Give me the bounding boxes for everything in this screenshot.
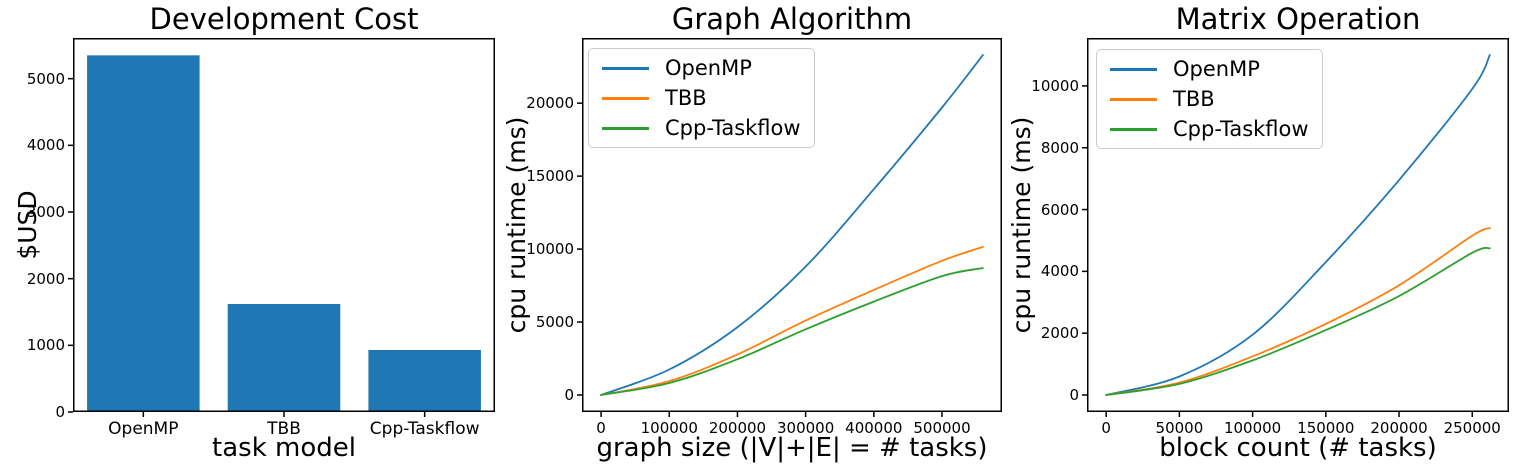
x-tick-label: 0 (1101, 419, 1111, 437)
y-tick-label: 1000 (26, 336, 65, 355)
y-tick-label: 4000 (26, 136, 65, 155)
series-line-openmp (600, 54, 984, 396)
chart-title-development-cost: Development Cost (149, 2, 419, 36)
line-plot-area-graph-algorithm (577, 38, 1002, 417)
x-tick-label: 150000 (1297, 419, 1355, 437)
axes-frame (1087, 38, 1509, 412)
y-tick-label: 2000 (1040, 324, 1079, 343)
legend-line-sample (1110, 127, 1157, 131)
chart-title-graph-algorithm: Graph Algorithm (671, 2, 913, 36)
y-tick-label: 3000 (26, 203, 65, 221)
legend-line-sample (1110, 97, 1157, 101)
legend-label: Cpp-Taskflow (1173, 117, 1309, 141)
legend-label: OpenMP (1173, 57, 1260, 81)
series-line-cpp-taskflow (1105, 246, 1491, 396)
category-label-tbb: TBB (267, 419, 301, 439)
legend-entry-openmp: OpenMP (1110, 54, 1309, 84)
legend-label: TBB (1173, 87, 1215, 111)
category-label-cpp-taskflow: Cpp-Taskflow (369, 419, 480, 439)
legend-entry-tbb: TBB (602, 83, 801, 113)
x-tick-label: 400000 (845, 419, 903, 437)
x-tick-label: 100000 (640, 419, 698, 437)
bar-tbb (227, 304, 341, 412)
legend-line-sample (602, 96, 649, 100)
legend-entry-openmp: OpenMP (602, 53, 801, 83)
line-plot-area-matrix-operation (1082, 38, 1509, 417)
category-label-openmp: OpenMP (108, 419, 179, 439)
bar-openmp (87, 55, 200, 412)
x-tick-label: 200000 (1370, 419, 1428, 437)
x-tick-label: 300000 (776, 419, 835, 437)
legend-line-sample (1110, 67, 1157, 71)
x-axis-label-block-count: block count (# tasks) (1159, 433, 1437, 463)
legend-line-sample (602, 66, 649, 70)
x-tick-label: 250000 (1443, 419, 1501, 437)
chart-title-matrix-operation: Matrix Operation (1175, 2, 1421, 36)
y-tick-label: 15000 (526, 167, 574, 186)
bar-cpp-taskflow (368, 350, 481, 412)
y-tick-label: 5000 (26, 69, 65, 88)
legend-label: Cpp-Taskflow (665, 116, 801, 140)
legend-entry-cpp-taskflow: Cpp-Taskflow (1110, 114, 1309, 144)
x-tick-label: 0 (596, 419, 606, 437)
legend-line-sample (602, 126, 649, 130)
x-tick-label: 200000 (708, 419, 767, 437)
y-tick-label: 0 (55, 403, 65, 421)
legend-entry-tbb: TBB (1110, 84, 1309, 114)
y-tick-label: 10000 (526, 240, 574, 259)
legend-label: TBB (665, 86, 707, 110)
y-tick-label: 0 (1069, 386, 1079, 404)
x-tick-label: 100000 (1223, 419, 1282, 437)
y-axis-label-usd: $USD (13, 190, 42, 260)
legend-graph-algorithm: OpenMP TBB Cpp-Taskflow (588, 48, 815, 148)
y-tick-label: 6000 (1040, 200, 1079, 219)
bar-plot-area (68, 38, 495, 417)
series-line-openmp (1105, 54, 1491, 396)
y-tick-label: 5000 (535, 313, 574, 332)
axes-frame (582, 38, 1002, 412)
y-tick-label: 10000 (1031, 76, 1079, 95)
x-tick-label: 50000 (1155, 419, 1204, 437)
series-line-tbb (600, 246, 984, 396)
y-tick-label: 2000 (26, 269, 65, 288)
y-tick-label: 20000 (526, 94, 574, 113)
y-tick-label: 4000 (1040, 262, 1079, 281)
series-line-tbb (1105, 227, 1491, 396)
y-tick-label: 0 (564, 386, 574, 404)
y-tick-label: 8000 (1040, 138, 1079, 157)
legend-label: OpenMP (665, 56, 752, 80)
legend-matrix-operation: OpenMP TBB Cpp-Taskflow (1096, 49, 1323, 149)
legend-entry-cpp-taskflow: Cpp-Taskflow (602, 113, 801, 143)
x-tick-label: 500000 (913, 419, 971, 437)
x-axis-label-task-model: task model (212, 433, 356, 463)
series-line-cpp-taskflow (600, 267, 984, 396)
axes-frame (73, 38, 495, 412)
x-axis-label-graph-size: graph size (|V|+|E| = # tasks) (596, 433, 988, 463)
